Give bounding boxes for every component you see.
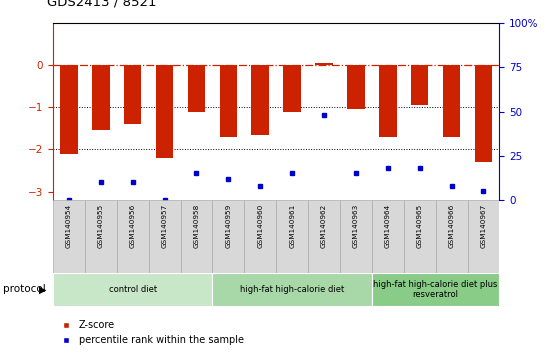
Bar [411, 65, 429, 105]
Text: GSM140966: GSM140966 [449, 204, 455, 248]
Bar [187, 65, 205, 112]
Text: GSM140962: GSM140962 [321, 204, 327, 248]
Text: GDS2413 / 8521: GDS2413 / 8521 [47, 0, 157, 9]
FancyBboxPatch shape [404, 200, 436, 273]
FancyBboxPatch shape [308, 200, 340, 273]
FancyBboxPatch shape [276, 200, 308, 273]
Text: ▶: ▶ [39, 284, 46, 295]
FancyBboxPatch shape [213, 200, 244, 273]
Text: GSM140960: GSM140960 [257, 204, 263, 248]
FancyBboxPatch shape [85, 200, 117, 273]
Text: high-fat high-calorie diet plus
resveratrol: high-fat high-calorie diet plus resverat… [373, 280, 498, 299]
FancyBboxPatch shape [53, 200, 85, 273]
FancyBboxPatch shape [244, 200, 276, 273]
FancyBboxPatch shape [340, 200, 372, 273]
Bar [283, 65, 301, 112]
Text: GSM140961: GSM140961 [289, 204, 295, 248]
Bar [156, 65, 174, 158]
FancyBboxPatch shape [53, 273, 213, 306]
Text: protocol: protocol [3, 284, 46, 295]
Text: GSM140967: GSM140967 [480, 204, 487, 248]
FancyBboxPatch shape [372, 273, 499, 306]
FancyBboxPatch shape [148, 200, 181, 273]
Bar [92, 65, 109, 131]
Bar [252, 65, 269, 135]
Bar [124, 65, 142, 124]
FancyBboxPatch shape [117, 200, 148, 273]
Text: GSM140955: GSM140955 [98, 204, 104, 248]
Legend: Z-score, percentile rank within the sample: Z-score, percentile rank within the samp… [52, 316, 247, 349]
Bar [220, 65, 237, 137]
Bar [475, 65, 492, 162]
Text: high-fat high-calorie diet: high-fat high-calorie diet [240, 285, 344, 294]
Text: GSM140958: GSM140958 [194, 204, 200, 248]
Bar [443, 65, 460, 137]
Text: GSM140964: GSM140964 [385, 204, 391, 248]
Text: control diet: control diet [109, 285, 157, 294]
FancyBboxPatch shape [468, 200, 499, 273]
Bar [379, 65, 397, 137]
Text: GSM140963: GSM140963 [353, 204, 359, 248]
Text: GSM140959: GSM140959 [225, 204, 232, 248]
FancyBboxPatch shape [213, 273, 372, 306]
FancyBboxPatch shape [436, 200, 468, 273]
Bar [315, 63, 333, 65]
FancyBboxPatch shape [181, 200, 213, 273]
Text: GSM140957: GSM140957 [162, 204, 167, 248]
FancyBboxPatch shape [372, 200, 404, 273]
Bar [60, 65, 78, 154]
Bar [347, 65, 365, 109]
Text: GSM140954: GSM140954 [66, 204, 72, 248]
Text: GSM140956: GSM140956 [129, 204, 136, 248]
Text: GSM140965: GSM140965 [417, 204, 423, 248]
